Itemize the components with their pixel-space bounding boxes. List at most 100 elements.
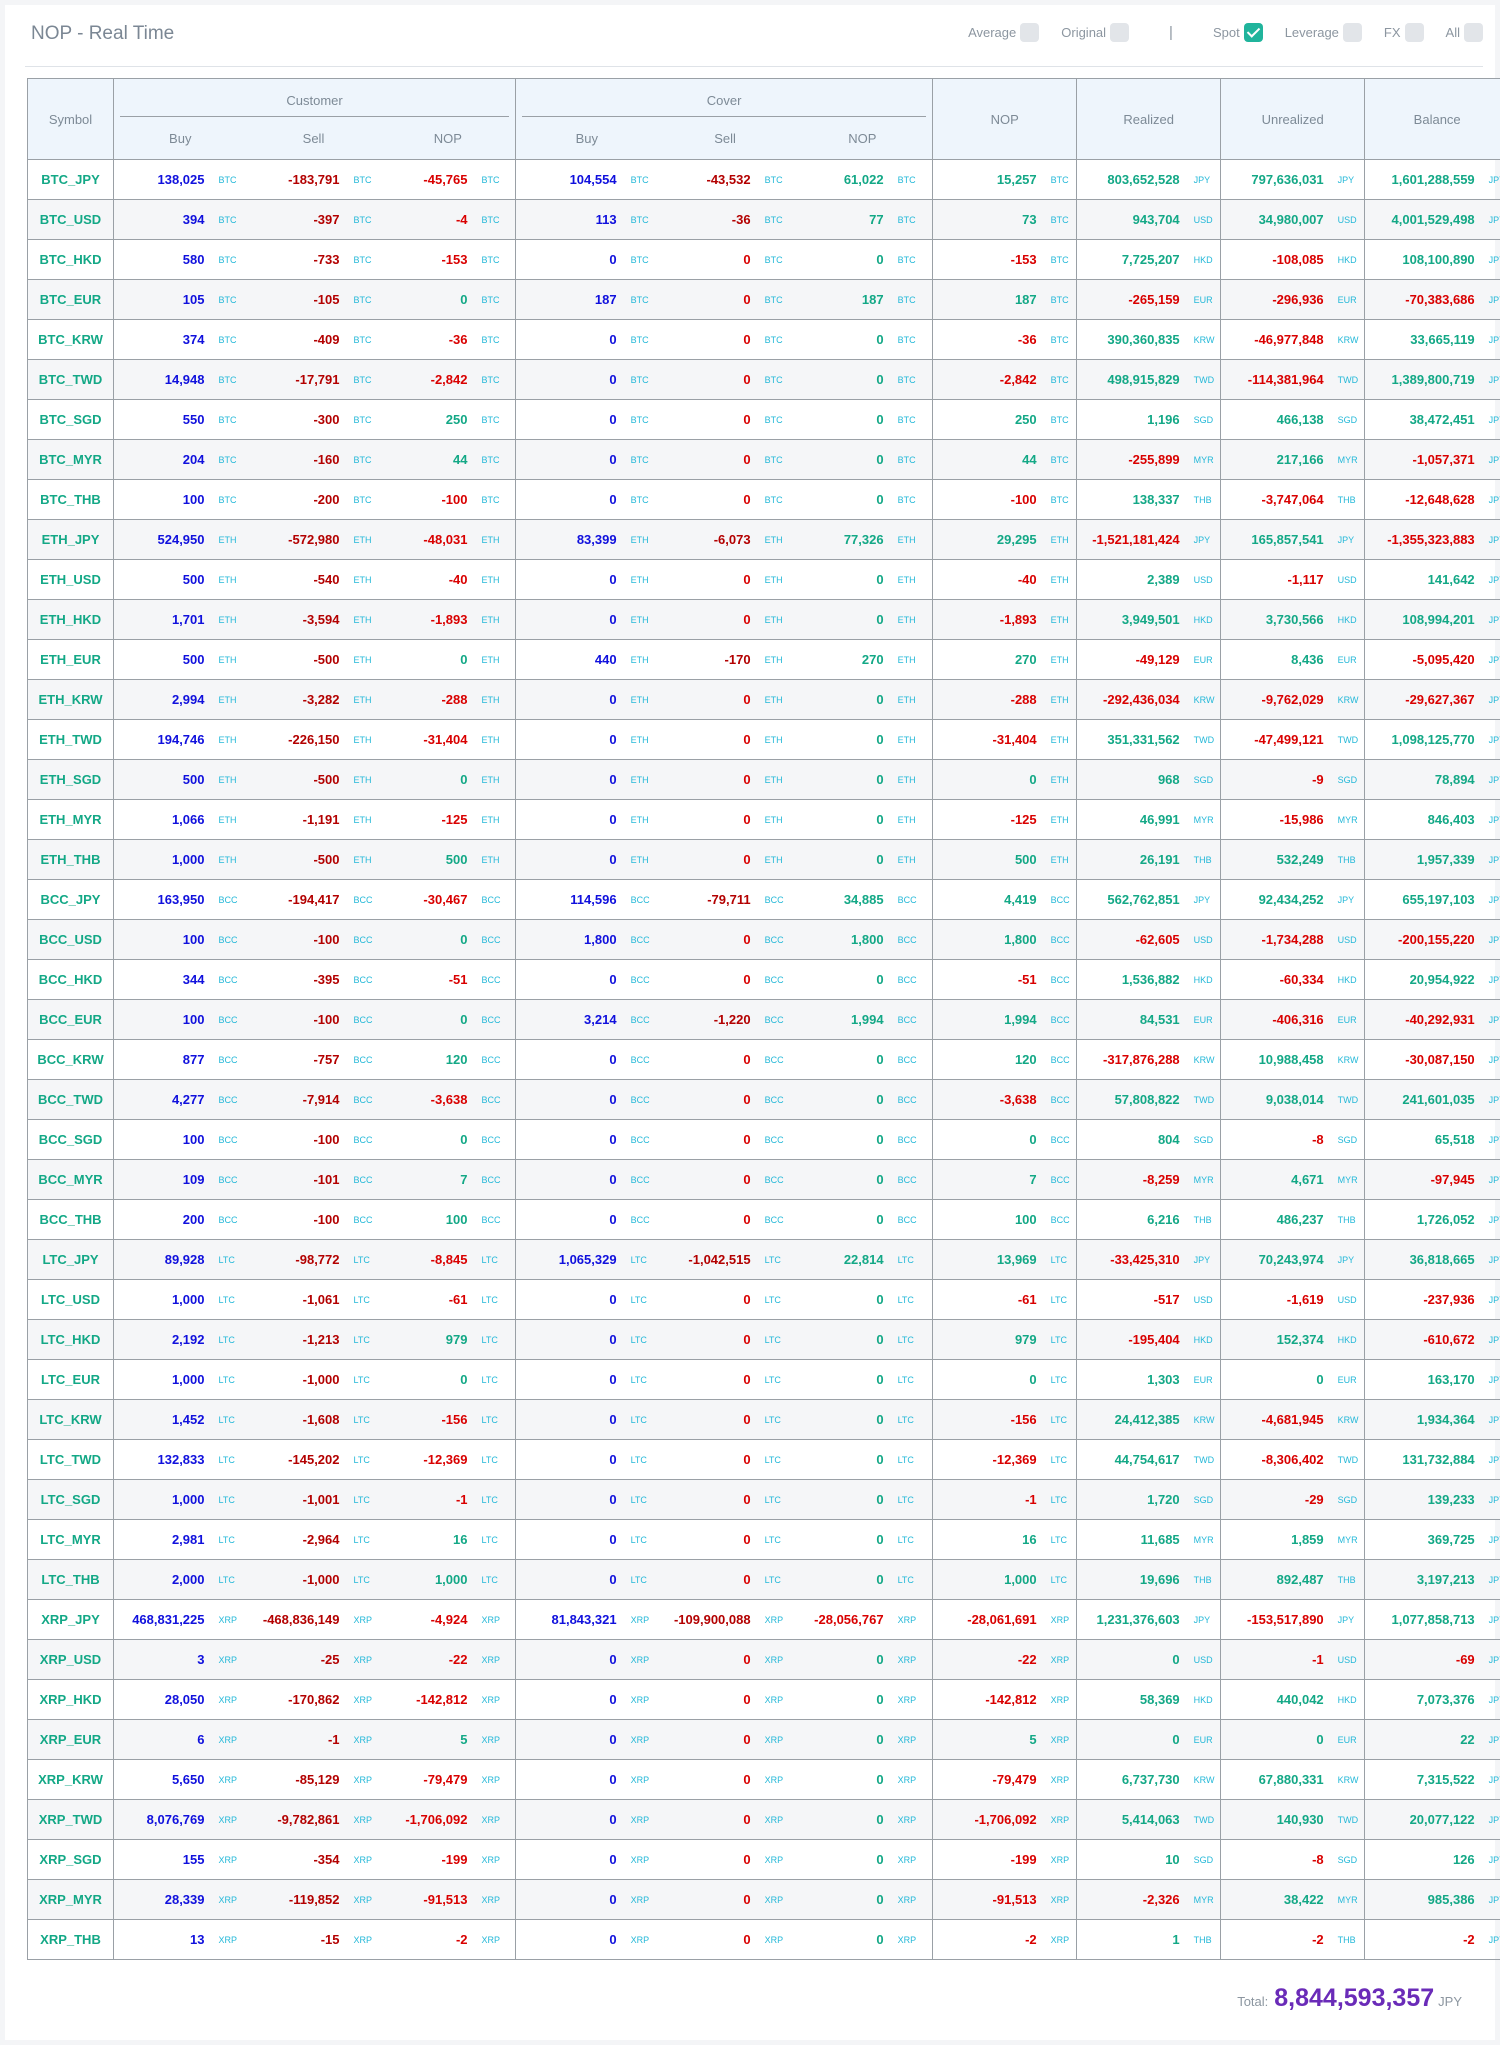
table-row[interactable]: BCC_HKD 344 BCC -395 BCC -51 BCC 0 BCC 0 BCC 0 BCC -5… <box>27 959 1500 1000</box>
filter-leverage[interactable]: Leverage <box>1285 23 1362 42</box>
unrealized-unit: USD <box>1329 919 1366 960</box>
cover-nop-value: 0 <box>792 479 890 520</box>
table-row[interactable]: BCC_USD 100 BCC -100 BCC 0 BCC 1,800 BCC 0 BCC 1,80… <box>27 919 1500 960</box>
cover-sell-value: 0 <box>657 319 757 360</box>
cover-sell-unit: ETH <box>756 639 793 680</box>
table-row[interactable]: ETH_MYR 1,066 ETH -1,191 ETH -125 ETH 0 ETH 0 ETH 0… <box>27 799 1500 840</box>
table-row[interactable]: BTC_TWD 14,948 BTC -17,791 BTC -2,842 BTC 0 BTC 0… <box>27 359 1500 400</box>
realized-unit: MYR <box>1185 799 1222 840</box>
customer-sell-unit: ETH <box>345 719 381 760</box>
col-header-cover-sell[interactable]: Sell <box>657 118 793 160</box>
cover-nop-value: 0 <box>792 1639 890 1680</box>
table-row[interactable]: BTC_EUR 105 BTC -105 BTC 0 BTC 187 BTC 0 BTC 187 BTC… <box>27 279 1500 320</box>
table-row[interactable]: BTC_KRW 374 BTC -409 BTC -36 BTC 0 BTC 0 BTC 0 BTC -3… <box>27 319 1500 360</box>
table-row[interactable]: ETH_JPY 524,950 ETH -572,980 ETH -48,031 ETH 83… <box>27 519 1500 560</box>
balance-value: 141,642 <box>1364 559 1481 600</box>
table-row[interactable]: BCC_EUR 100 BCC -100 BCC 0 BCC 3,214 BCC -1,220 BC… <box>27 999 1500 1040</box>
table-row[interactable]: BCC_KRW 877 BCC -757 BCC 120 BCC 0 BCC 0 BCC 0 BCC 12… <box>27 1039 1500 1080</box>
table-row[interactable]: ETH_THB 1,000 ETH -500 ETH 500 ETH 0 ETH 0 ETH 0 ETH… <box>27 839 1500 880</box>
table-row[interactable]: BCC_MYR 109 BCC -101 BCC 7 BCC 0 BCC 0 BCC 0 BCC 7 BCC… <box>27 1159 1500 1200</box>
customer-buy-value: 138,025 <box>113 159 211 200</box>
nop-value: 0 <box>932 759 1043 800</box>
realized-value: 3,949,501 <box>1076 599 1186 640</box>
table-row[interactable]: XRP_THB 13 XRP -15 XRP -2 XRP 0 XRP 0 XRP 0 XRP -2 XRP… <box>27 1919 1500 1960</box>
cover-sell-value: 0 <box>657 1319 757 1360</box>
table-row[interactable]: BCC_THB 200 BCC -100 BCC 100 BCC 0 BCC 0 BCC 0 BCC 10… <box>27 1199 1500 1240</box>
realized-unit: MYR <box>1185 1879 1222 1920</box>
customer-buy-value: 1,000 <box>113 1359 211 1400</box>
total-label: Total: <box>1237 1994 1269 2009</box>
col-header-balance[interactable]: Balance <box>1364 78 1500 160</box>
filter-all[interactable]: All <box>1446 23 1483 42</box>
col-header-realized[interactable]: Realized <box>1076 78 1222 160</box>
nop-unit: BTC <box>1042 159 1078 200</box>
table-row[interactable]: LTC_HKD 2,192 LTC -1,213 LTC 979 LTC 0 LTC 0 LTC 0 L… <box>27 1319 1500 1360</box>
cover-sell-unit: BTC <box>756 279 793 320</box>
table-row[interactable]: LTC_MYR 2,981 LTC -2,964 LTC 16 LTC 0 LTC 0 LTC 0 LT… <box>27 1519 1500 1560</box>
table-row[interactable]: ETH_EUR 500 ETH -500 ETH 0 ETH 440 ETH -170 ETH 270… <box>27 639 1500 680</box>
table-row[interactable]: BTC_JPY 138,025 BTC -183,791 BTC -45,765 BTC 10… <box>27 159 1500 200</box>
table-row[interactable]: LTC_JPY 89,928 LTC -98,772 LTC -8,845 LTC 1,065… <box>27 1239 1500 1280</box>
table-row[interactable]: XRP_TWD 8,076,769 XRP -9,782,861 XRP -1,706,0… <box>27 1799 1500 1840</box>
cover-nop-value: 34,885 <box>792 879 890 920</box>
realized-unit: KRW <box>1185 1039 1222 1080</box>
realized-unit: TWD <box>1185 1439 1222 1480</box>
filter-spot[interactable]: Spot <box>1213 23 1263 42</box>
table-row[interactable]: BCC_SGD 100 BCC -100 BCC 0 BCC 0 BCC 0 BCC 0 BCC 0 BCC… <box>27 1119 1500 1160</box>
balance-unit: JPY <box>1480 1759 1500 1800</box>
table-row[interactable]: LTC_TWD 132,833 LTC -145,202 LTC -12,369 LTC 0 L… <box>27 1439 1500 1480</box>
table-row[interactable]: ETH_HKD 1,701 ETH -3,594 ETH -1,893 ETH 0 ETH 0 ET… <box>27 599 1500 640</box>
table-row[interactable]: BTC_HKD 580 BTC -733 BTC -153 BTC 0 BTC 0 BTC 0 BTC -… <box>27 239 1500 280</box>
symbol-cell: BCC_HKD <box>27 959 114 1000</box>
table-row[interactable]: XRP_HKD 28,050 XRP -170,862 XRP -142,812 XRP 0 X… <box>27 1679 1500 1720</box>
filter-all-checkbox[interactable] <box>1464 23 1483 42</box>
filter-fx[interactable]: FX <box>1384 23 1424 42</box>
filter-average[interactable]: Average <box>968 23 1040 42</box>
realized-unit: KRW <box>1185 319 1222 360</box>
col-header-unrealized[interactable]: Unrealized <box>1220 78 1366 160</box>
table-row[interactable]: ETH_KRW 2,994 ETH -3,282 ETH -288 ETH 0 ETH 0 ETH 0… <box>27 679 1500 720</box>
col-header-nop[interactable]: NOP <box>932 78 1078 160</box>
table-row[interactable]: LTC_EUR 1,000 LTC -1,000 LTC 0 LTC 0 LTC 0 LTC 0 LTC… <box>27 1359 1500 1400</box>
balance-unit: JPY <box>1480 879 1500 920</box>
table-row[interactable]: ETH_TWD 194,746 ETH -226,150 ETH -31,404 ETH 0 E… <box>27 719 1500 760</box>
table-row[interactable]: BTC_USD 394 BTC -397 BTC -4 BTC 113 BTC -36 BTC 77 B… <box>27 199 1500 240</box>
table-row[interactable]: XRP_SGD 155 XRP -354 XRP -199 XRP 0 XRP 0 XRP 0 XRP -… <box>27 1839 1500 1880</box>
table-row[interactable]: BTC_MYR 204 BTC -160 BTC 44 BTC 0 BTC 0 BTC 0 BTC 44 B… <box>27 439 1500 480</box>
table-row[interactable]: XRP_USD 3 XRP -25 XRP -22 XRP 0 XRP 0 XRP 0 XRP -22 XR… <box>27 1639 1500 1680</box>
table-row[interactable]: LTC_USD 1,000 LTC -1,061 LTC -61 LTC 0 LTC 0 LTC 0 L… <box>27 1279 1500 1320</box>
table-row[interactable]: LTC_SGD 1,000 LTC -1,001 LTC -1 LTC 0 LTC 0 LTC 0 LT… <box>27 1479 1500 1520</box>
table-row[interactable]: BTC_THB 100 BTC -200 BTC -100 BTC 0 BTC 0 BTC 0 BTC -… <box>27 479 1500 520</box>
balance-unit: JPY <box>1480 1439 1500 1480</box>
table-row[interactable]: XRP_MYR 28,339 XRP -119,852 XRP -91,513 XRP 0 XR… <box>27 1879 1500 1920</box>
cover-buy-value: 0 <box>515 399 623 440</box>
filter-original[interactable]: Original <box>1061 23 1130 42</box>
table-row[interactable]: BCC_TWD 4,277 BCC -7,914 BCC -3,638 BCC 0 BCC 0 BC… <box>27 1079 1500 1120</box>
table-row[interactable]: ETH_SGD 500 ETH -500 ETH 0 ETH 0 ETH 0 ETH 0 ETH 0 ETH… <box>27 759 1500 800</box>
table-row[interactable]: XRP_KRW 5,650 XRP -85,129 XRP -79,479 XRP 0 XRP 0… <box>27 1759 1500 1800</box>
col-header-customer-nop[interactable]: NOP <box>380 118 517 160</box>
table-row[interactable]: BCC_JPY 163,950 BCC -194,417 BCC -30,467 BCC 11… <box>27 879 1500 920</box>
filter-spot-checkbox[interactable] <box>1243 23 1263 42</box>
filter-leverage-checkbox[interactable] <box>1342 23 1362 42</box>
col-header-cover-nop[interactable]: NOP <box>792 118 934 160</box>
filter-original-checkbox[interactable] <box>1110 23 1130 42</box>
symbol-cell: XRP_JPY <box>27 1599 114 1640</box>
table-row[interactable]: ETH_USD 500 ETH -540 ETH -40 ETH 0 ETH 0 ETH 0 ETH -4… <box>27 559 1500 600</box>
col-header-customer-buy[interactable]: Buy <box>113 118 247 160</box>
table-row[interactable]: XRP_EUR 6 XRP -1 XRP 5 XRP 0 XRP 0 XRP 0 XRP 5 XRP 0 EUR… <box>27 1719 1500 1760</box>
nop-value: -2,842 <box>932 359 1043 400</box>
filter-average-checkbox[interactable] <box>1020 23 1040 42</box>
customer-sell-value: -1 <box>246 1719 346 1760</box>
table-row[interactable]: LTC_THB 2,000 LTC -1,000 LTC 1,000 LTC 0 LTC 0 LTC… <box>27 1559 1500 1600</box>
col-header-customer-sell[interactable]: Sell <box>246 118 381 160</box>
table-row[interactable]: BTC_SGD 550 BTC -300 BTC 250 BTC 0 BTC 0 BTC 0 BTC 25… <box>27 399 1500 440</box>
filter-fx-checkbox[interactable] <box>1404 23 1424 42</box>
table-row[interactable]: XRP_JPY 468,831,225 XRP -468,836,149 XRP -4,9… <box>27 1599 1500 1640</box>
realized-value: 46,991 <box>1076 799 1186 840</box>
customer-nop-value: 5 <box>380 1719 474 1760</box>
col-header-symbol[interactable]: Symbol <box>27 78 114 160</box>
col-header-cover-buy[interactable]: Buy <box>515 118 658 160</box>
table-row[interactable]: LTC_KRW 1,452 LTC -1,608 LTC -156 LTC 0 LTC 0 LTC 0… <box>27 1399 1500 1440</box>
unrealized-unit: EUR <box>1329 999 1366 1040</box>
